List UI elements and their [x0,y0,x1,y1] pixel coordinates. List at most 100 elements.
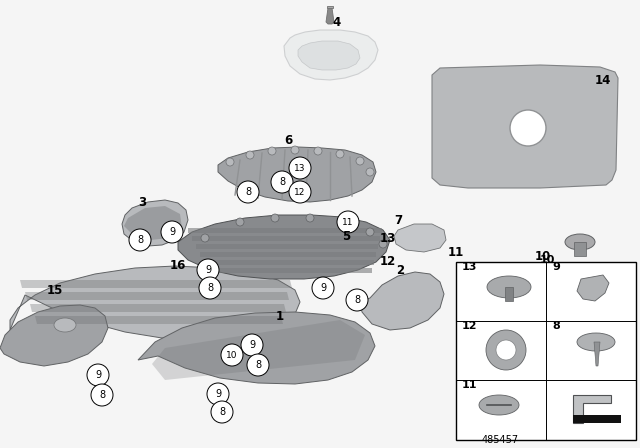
Text: 9: 9 [215,389,221,399]
Circle shape [496,340,516,360]
Polygon shape [204,260,374,265]
Text: 13: 13 [462,262,477,272]
Circle shape [199,277,221,299]
Ellipse shape [479,395,519,415]
Circle shape [91,384,113,406]
Bar [574,242,586,256]
Text: 6: 6 [284,134,292,146]
Circle shape [510,110,546,146]
Polygon shape [152,320,365,380]
Text: 5: 5 [342,229,350,242]
Circle shape [291,146,299,154]
Text: 8: 8 [255,360,261,370]
Text: 3: 3 [138,195,146,208]
Circle shape [366,168,374,176]
Text: 7: 7 [394,214,402,227]
Text: 15: 15 [47,284,63,297]
Circle shape [336,150,344,158]
Polygon shape [122,200,188,246]
Polygon shape [326,8,334,24]
Circle shape [366,228,374,236]
Polygon shape [573,395,611,423]
Polygon shape [25,292,289,300]
Polygon shape [10,266,300,340]
Polygon shape [35,316,283,324]
Text: 16: 16 [170,258,186,271]
Text: 12: 12 [294,188,306,197]
Polygon shape [30,304,286,312]
Circle shape [271,171,293,193]
Circle shape [356,157,364,165]
Text: 10: 10 [540,255,556,265]
Polygon shape [298,41,360,70]
Circle shape [289,181,311,203]
Circle shape [346,289,368,311]
Ellipse shape [565,234,595,250]
Text: 9: 9 [249,340,255,350]
Text: 9: 9 [169,227,175,237]
Text: 485457: 485457 [481,435,518,445]
Text: 1: 1 [276,310,284,323]
Text: 9: 9 [320,283,326,293]
Polygon shape [138,312,375,384]
Polygon shape [218,147,376,202]
Polygon shape [188,228,382,233]
Polygon shape [284,30,378,80]
Polygon shape [192,236,380,241]
Circle shape [306,214,314,222]
Polygon shape [327,6,333,8]
Polygon shape [394,224,446,252]
Text: 8: 8 [354,295,360,305]
Polygon shape [178,215,390,279]
Polygon shape [208,268,372,273]
Polygon shape [0,305,108,366]
Text: 14: 14 [595,73,611,86]
Polygon shape [573,415,621,423]
Text: 10: 10 [535,250,551,263]
Text: 12: 12 [380,254,396,267]
Polygon shape [577,275,609,301]
Circle shape [241,334,263,356]
Circle shape [338,218,346,226]
Circle shape [221,344,243,366]
Circle shape [289,157,311,179]
Text: 13: 13 [380,232,396,245]
Circle shape [129,229,151,251]
Ellipse shape [54,318,76,332]
Circle shape [314,147,322,155]
Circle shape [207,383,229,405]
Polygon shape [432,65,618,188]
Text: 9: 9 [552,262,560,272]
Text: 11: 11 [448,246,464,258]
Circle shape [237,181,259,203]
Circle shape [246,151,254,159]
Polygon shape [594,342,600,366]
Circle shape [87,364,109,386]
Polygon shape [360,272,444,330]
Circle shape [236,218,244,226]
Circle shape [486,330,526,370]
Text: 8: 8 [245,187,251,197]
Circle shape [201,234,209,242]
Text: 8: 8 [99,390,105,400]
Text: 11: 11 [342,217,354,227]
Circle shape [268,147,276,155]
Circle shape [271,214,279,222]
Polygon shape [200,252,376,257]
Polygon shape [20,280,292,288]
Circle shape [226,158,234,166]
Polygon shape [196,244,378,249]
Text: 8: 8 [279,177,285,187]
Text: 12: 12 [462,321,477,331]
Text: 13: 13 [294,164,306,172]
Circle shape [161,221,183,243]
Text: 9: 9 [95,370,101,380]
Circle shape [337,211,359,233]
Circle shape [247,354,269,376]
Bar [505,287,513,301]
Circle shape [211,401,233,423]
Circle shape [197,259,219,281]
Text: 4: 4 [333,16,341,29]
Text: 9: 9 [205,265,211,275]
Text: 11: 11 [462,380,477,390]
